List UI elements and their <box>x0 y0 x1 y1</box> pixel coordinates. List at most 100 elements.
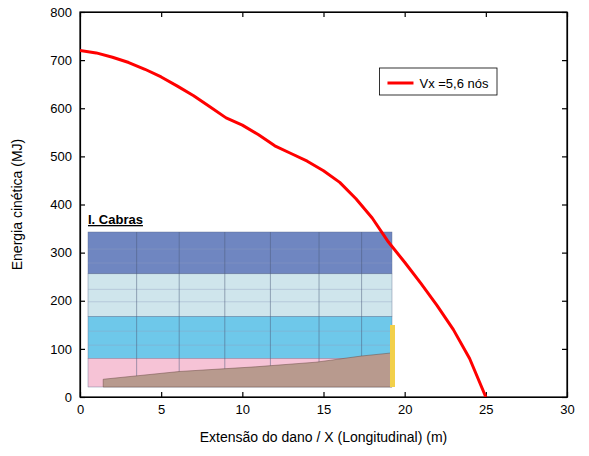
legend-swatch <box>387 82 413 85</box>
tick-label: 100 <box>50 342 72 357</box>
tick-label: 0 <box>77 402 84 417</box>
tick: 20 <box>398 392 412 417</box>
tick: 800 <box>50 5 85 20</box>
tick-label: 300 <box>50 245 72 260</box>
tick: 400 <box>50 197 85 212</box>
inset-deck-line <box>88 345 392 346</box>
tick <box>405 12 406 17</box>
tick <box>562 205 567 206</box>
inset-deck-line <box>88 301 392 302</box>
tick-mark <box>80 397 85 398</box>
inset-frame-line <box>179 232 180 387</box>
tick <box>562 301 567 302</box>
x-axis-title: Extensão do dano / X (Longitudinal) (m) <box>200 429 447 445</box>
tick <box>562 397 567 398</box>
tick-mark <box>405 392 406 397</box>
tick-mark <box>161 12 162 17</box>
tick-mark <box>486 12 487 17</box>
axis <box>562 13 568 398</box>
tick-label: 200 <box>50 293 72 308</box>
tick-mark <box>80 349 85 350</box>
plot: I. Cabras0510152025300100200300400500600… <box>50 5 574 418</box>
tick-mark <box>161 392 162 397</box>
tick-mark <box>562 12 567 13</box>
tick-mark <box>80 108 85 109</box>
tick-label: 600 <box>50 101 72 116</box>
inset-band <box>88 316 392 358</box>
tick-mark <box>562 397 567 398</box>
legend-item: Vx =5,6 nós <box>387 76 489 91</box>
tick <box>562 108 567 109</box>
tick-label: 20 <box>398 402 412 417</box>
tick-mark <box>562 253 567 254</box>
tick-mark <box>80 156 85 157</box>
tick <box>486 12 487 17</box>
tick-label: 800 <box>50 5 72 20</box>
tick-label: 25 <box>479 402 493 417</box>
tick-mark <box>405 12 406 17</box>
inset-frame-line <box>270 232 271 387</box>
tick-mark <box>80 301 85 302</box>
series-group <box>80 51 486 398</box>
tick-mark <box>562 349 567 350</box>
tick <box>562 156 567 157</box>
tick: 15 <box>317 392 331 417</box>
inset-frame-line <box>136 232 137 387</box>
tick <box>562 349 567 350</box>
inset-damage <box>103 353 392 387</box>
legend: Vx =5,6 nós <box>379 68 497 95</box>
tick <box>562 253 567 254</box>
tick <box>562 60 567 61</box>
inset-deck-line <box>88 289 392 290</box>
tick: 500 <box>50 149 85 164</box>
tick-mark <box>562 204 567 205</box>
tick-mark <box>562 108 567 109</box>
plot-frame <box>80 12 567 397</box>
tick: 700 <box>50 53 85 68</box>
chart: I. Cabras0510152025300100200300400500600… <box>0 0 589 456</box>
tick-label: 500 <box>50 149 72 164</box>
tick-mark <box>323 12 324 17</box>
tick: 5 <box>158 392 165 417</box>
tick: 100 <box>50 342 85 357</box>
legend-label: Vx =5,6 nós <box>419 76 489 91</box>
axis: 0 100 200 300 400 500 600 700 800 <box>50 5 85 405</box>
annotation: I. Cabras <box>88 212 143 227</box>
tick: 300 <box>50 245 85 260</box>
tick-mark <box>323 392 324 397</box>
inset-band <box>88 232 392 274</box>
line <box>80 51 486 398</box>
tick-label: 700 <box>50 53 72 68</box>
tick-label: 30 <box>560 402 574 417</box>
inset-drawing <box>88 232 395 387</box>
tick-label: 400 <box>50 197 72 212</box>
inset-band <box>88 274 392 317</box>
inset-frame-line <box>224 232 225 387</box>
tick-mark <box>80 12 85 13</box>
tick-mark <box>242 392 243 397</box>
axis <box>81 12 568 17</box>
tick-mark <box>80 60 85 61</box>
tick <box>161 12 162 17</box>
tick-mark <box>562 301 567 302</box>
tick-mark <box>562 156 567 157</box>
inset-deck-line <box>88 249 392 250</box>
tick-mark <box>80 204 85 205</box>
tick: 600 <box>50 101 85 116</box>
tick-label: 15 <box>317 402 331 417</box>
tick: 10 <box>236 392 250 417</box>
inset-bow <box>390 325 395 387</box>
tick: 200 <box>50 293 85 308</box>
tick-label: 10 <box>236 402 250 417</box>
inset-deck-line <box>88 331 392 332</box>
inset-deck-line <box>88 263 392 264</box>
tick-label: 5 <box>158 402 165 417</box>
tick-mark <box>242 12 243 17</box>
axis: 0 5 10 15 20 25 30 <box>77 392 575 417</box>
tick-label: 0 <box>65 390 72 405</box>
tick <box>562 12 567 13</box>
legend-box <box>379 68 497 95</box>
tick <box>324 12 325 17</box>
y-axis-title: Energia cinética (MJ) <box>9 139 25 271</box>
tick-mark <box>80 253 85 254</box>
